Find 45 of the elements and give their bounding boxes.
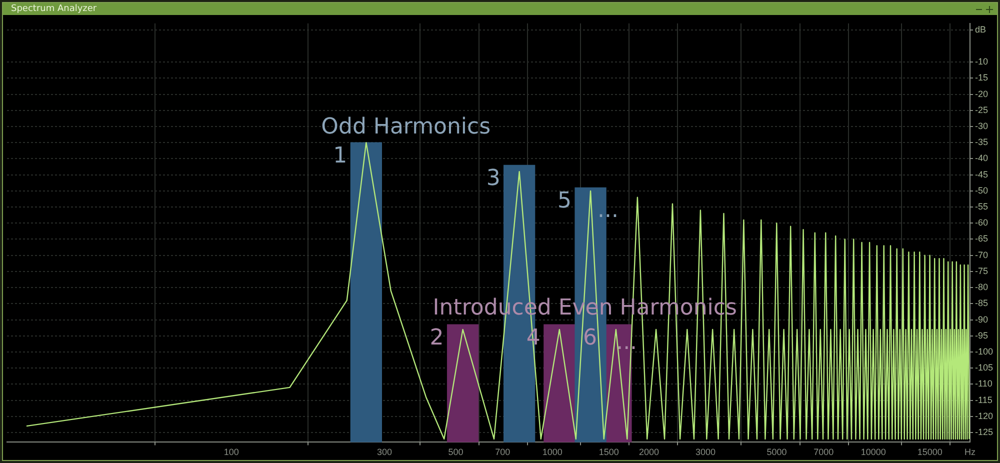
x-tick-label: 15000 — [917, 447, 942, 458]
y-tick-label: -45 — [974, 169, 988, 180]
x-tick-label: 10000 — [860, 447, 886, 458]
x-tick-label: 1500 — [598, 447, 619, 458]
y-tick-label: -105 — [974, 362, 993, 373]
y-tick-label: -70 — [974, 250, 988, 260]
y-tick-label: -35 — [974, 137, 988, 148]
annotation: 5 — [558, 188, 572, 214]
chart-title: Spectrum Analyzer — [11, 4, 97, 14]
y-tick-label: -25 — [974, 104, 988, 115]
x-tick-label: 5000 — [766, 447, 787, 458]
x-tick-label: 7000 — [814, 447, 834, 458]
y-tick-label: -125 — [974, 427, 993, 438]
annotation: 1 — [333, 143, 348, 168]
x-tick-label: 3000 — [696, 447, 716, 458]
x-tick-label: 700 — [495, 447, 510, 458]
x-tick-label: 500 — [448, 447, 464, 458]
annotation: 2 — [430, 325, 444, 350]
y-tick-label: -20 — [974, 88, 988, 99]
y-tick-label: -100 — [974, 346, 993, 356]
series-label: Odd Harmonics — [321, 114, 491, 140]
y-tick-label: -40 — [974, 153, 988, 164]
y-tick-label: dB — [974, 24, 986, 34]
x-tick-label: 1000 — [542, 447, 562, 458]
y-tick-label: -75 — [974, 266, 988, 276]
y-tick-label: -50 — [974, 185, 988, 196]
y-tick-label: -15 — [974, 72, 988, 83]
y-tick-label: -110 — [974, 378, 992, 389]
annotation: 6 — [582, 325, 597, 350]
y-tick-label: -115 — [974, 394, 992, 405]
y-tick-label: -80 — [974, 282, 988, 292]
y-tick-label: -55 — [974, 202, 988, 212]
y-tick-label: -30 — [974, 120, 988, 131]
x-tick-label: 2000 — [638, 447, 660, 458]
x-tick-label: Hz — [964, 447, 976, 458]
y-tick-label: -85 — [974, 298, 988, 308]
y-tick-label: -10 — [974, 56, 988, 67]
x-tick-label: 100 — [224, 447, 239, 458]
annotation: 3 — [486, 166, 500, 191]
y-tick-label: -95 — [974, 330, 988, 340]
y-tick-label: -60 — [974, 218, 988, 228]
x-tick-label: 300 — [377, 447, 392, 458]
y-tick-label: -90 — [974, 314, 988, 324]
y-tick-label: -120 — [974, 410, 993, 421]
y-tick-label: -65 — [974, 234, 988, 244]
